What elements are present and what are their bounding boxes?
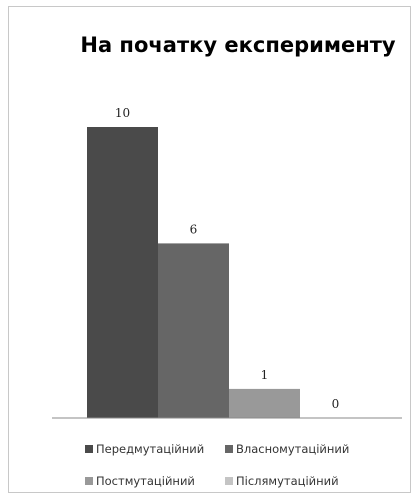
data-label-2: 6 [190, 222, 198, 236]
legend-swatch-1 [85, 445, 93, 453]
chart-title: На початку експерименту [80, 33, 396, 57]
data-label-3: 1 [261, 368, 269, 382]
bar-2 [158, 243, 229, 418]
legend-swatch-3 [85, 477, 93, 485]
data-label-4: 0 [332, 397, 340, 411]
legend: Передмутаційний Власномутаційний Постмутац… [85, 442, 349, 488]
data-label-1: 10 [115, 106, 130, 120]
legend-label-4: Післямутаційний [236, 474, 339, 488]
bar-1 [87, 127, 158, 418]
legend-swatch-2 [225, 445, 233, 453]
legend-label-2: Власномутаційний [236, 442, 349, 456]
legend-swatch-4 [225, 477, 233, 485]
bar-3 [229, 388, 300, 418]
legend-label-1: Передмутаційний [96, 442, 204, 456]
legend-label-3: Постмутаційний [96, 474, 195, 488]
